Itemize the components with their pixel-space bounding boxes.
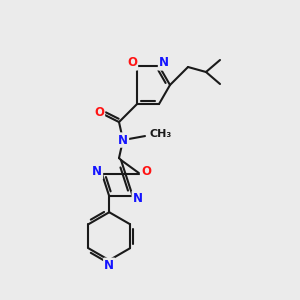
Text: N: N xyxy=(159,56,169,69)
Text: N: N xyxy=(104,259,114,272)
Text: N: N xyxy=(133,192,143,205)
Text: CH₃: CH₃ xyxy=(150,129,172,139)
Text: N: N xyxy=(118,134,128,147)
Text: N: N xyxy=(92,165,102,178)
Text: O: O xyxy=(127,56,137,69)
Text: O: O xyxy=(141,165,151,178)
Text: O: O xyxy=(94,106,104,118)
